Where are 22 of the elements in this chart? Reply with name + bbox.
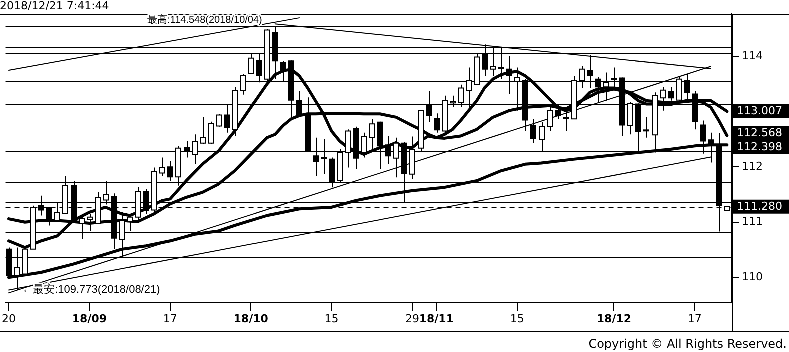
- x-tick-label: 17: [688, 312, 702, 326]
- chart-title: 2018/12/21 7:41:44: [0, 0, 110, 12]
- x-tick-label: 20: [2, 312, 16, 326]
- data-label: 112.568: [737, 126, 782, 140]
- x-tick-label: 15: [324, 312, 339, 326]
- data-label: 112.398: [737, 140, 782, 154]
- x-tick-label: 18/11: [419, 312, 454, 326]
- y-tick-label: 110: [742, 270, 763, 284]
- x-tick-label: 15: [510, 312, 524, 326]
- y-tick-label: 114: [742, 50, 763, 63]
- x-tick-label: 29: [405, 312, 420, 326]
- x-tick-label: 18/10: [234, 312, 269, 326]
- x-tick-label: 18/09: [72, 312, 108, 326]
- x-tick-label: 18/12: [596, 312, 632, 326]
- text: Copyright © All Rights Reserved.: [588, 337, 787, 351]
- x-tick-label: 17: [163, 312, 178, 326]
- y-tick-label: 111: [742, 215, 763, 228]
- ref-line-label: 111.280: [737, 200, 782, 213]
- y-tick-label: 112: [742, 160, 763, 174]
- annotation: ←最安:109.773(2018/08/21): [22, 283, 160, 296]
- data-label: 113.007: [737, 104, 782, 118]
- annotation: 最高:114.548(2018/10/04): [147, 14, 262, 26]
